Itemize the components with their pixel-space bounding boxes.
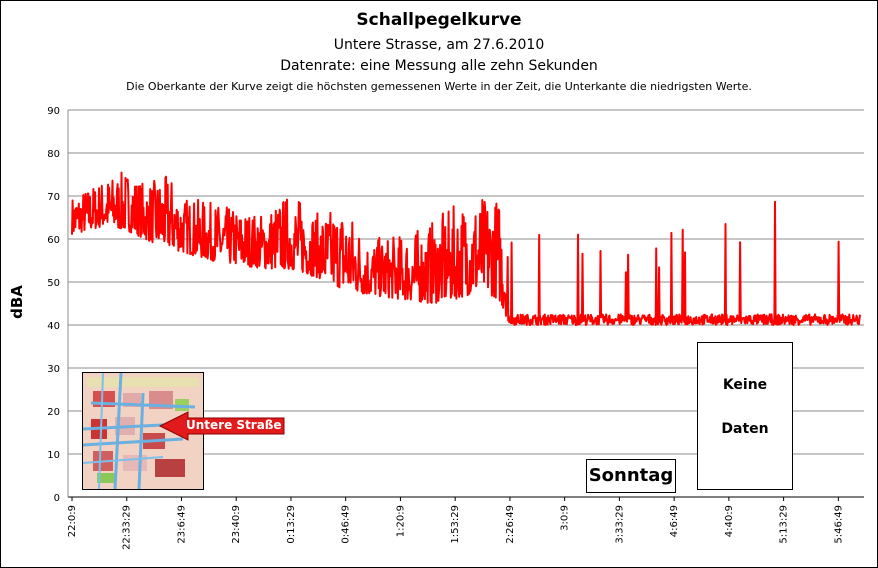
x-tick-label: 0:46:49: [341, 505, 352, 544]
x-tick-label: 4:40:9: [724, 505, 735, 537]
x-tick-label: 3:0:9: [560, 505, 571, 531]
y-tick-label: 60: [47, 235, 60, 246]
y-tick-label: 50: [47, 278, 60, 289]
y-tick-label: 10: [47, 450, 60, 461]
y-tick-label: 0: [54, 493, 60, 504]
x-tick-label: 4:6:49: [669, 505, 680, 537]
no-data-box: Keine Daten: [697, 342, 793, 490]
x-tick-label: 5:46:49: [833, 505, 844, 544]
street-map-image: [83, 373, 203, 489]
chart-title: Schallpegelkurve: [356, 10, 522, 30]
x-tick-label: 3:33:29: [614, 505, 625, 544]
chart-subtitle-location: Untere Strasse, am 27.6.2010: [333, 37, 545, 53]
y-tick-label: 30: [47, 364, 60, 375]
no-data-line1: Keine: [722, 377, 768, 393]
x-tick-label: 22:33:29: [122, 505, 133, 550]
series-line-dba: [71, 171, 861, 326]
y-tick-label: 70: [47, 192, 60, 203]
x-tick-label: 5:13:29: [779, 505, 790, 544]
x-tick-label: 1:53:29: [450, 505, 461, 544]
y-tick-label: 80: [47, 149, 60, 160]
no-data-line2: Daten: [721, 421, 769, 437]
map-pointer-arrow: [158, 411, 285, 441]
map-street-label: Untere Straße: [186, 418, 282, 432]
chart-subtitle-datarate: Datenrate: eine Messung alle zehn Sekund…: [280, 58, 598, 74]
y-tick-label: 20: [47, 407, 60, 418]
x-tick-label: 23:40:9: [231, 505, 242, 544]
x-tick-label: 0:13:29: [286, 505, 297, 544]
x-tick-label: 1:20:9: [395, 505, 406, 537]
x-tick-label: 22:0:9: [67, 505, 78, 537]
day-label-box: Sonntag: [586, 459, 676, 493]
y-tick-label: 40: [47, 321, 60, 332]
x-tick-label: 2:26:49: [505, 505, 516, 544]
x-tick-label: 23:6:49: [176, 505, 187, 544]
y-tick-label: 90: [47, 106, 60, 117]
chart-subtitle-note: Die Oberkante der Kurve zeigt die höchst…: [126, 80, 752, 93]
